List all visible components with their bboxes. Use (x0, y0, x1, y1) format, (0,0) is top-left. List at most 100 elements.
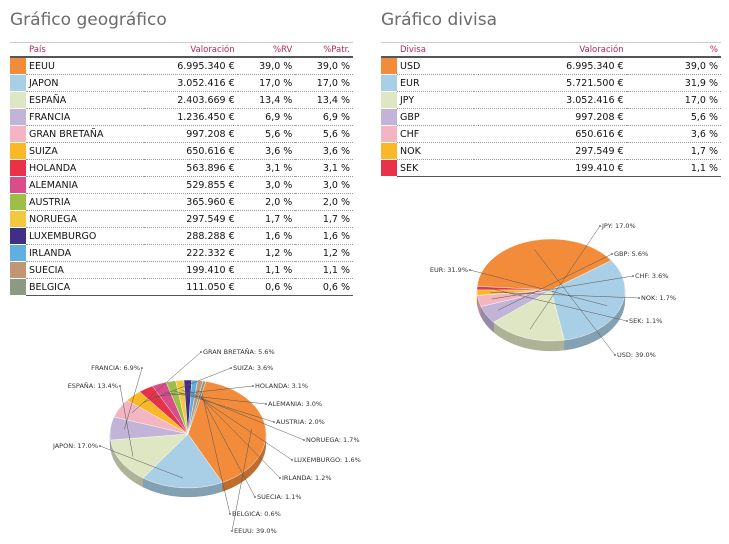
geo-cell-patr: 1,2 % (295, 244, 353, 262)
geo-color-swatch (10, 244, 26, 262)
geo-row: ESPAÑA 2.403.669 €13,4 % 13,4 % (10, 91, 353, 109)
cur-header-pct: % (626, 42, 721, 58)
pie-leader-dot (303, 439, 305, 441)
geo-row: AUSTRIA 365.960 €2,0 % 2,0 % (10, 193, 353, 211)
pie-data-label: CHF: 3.6% (635, 272, 668, 280)
geo-cell-value: 365.960 € (144, 193, 238, 211)
cur-row: CHF 650.616 €3,6 % (381, 125, 721, 143)
cur-cell-pct: 5,6 % (626, 108, 721, 126)
pie-slice (187, 380, 207, 435)
geo-cell-rv: 3,1 % (237, 159, 296, 177)
geo-cell-name: FRANCIA (26, 108, 145, 126)
pie-data-label: LUXEMBURGO: 1.6% (294, 456, 361, 464)
geo-cell-patr: 1,1 % (295, 261, 353, 279)
pie-leader-dot (632, 275, 634, 277)
pie-data-label: ESPAÑA: 13.4% (68, 381, 118, 390)
geo-cell-value: 650.616 € (144, 142, 238, 160)
pie-data-label: USD: 39.0% (617, 351, 656, 359)
geo-row: NORUEGA 297.549 €1,7 % 1,7 % (10, 210, 353, 228)
pie-data-label: EUR: 31.9% (430, 266, 468, 274)
geo-cell-name: AUSTRIA (26, 193, 145, 211)
geo-color-swatch (10, 142, 26, 160)
pie-leader-line (497, 253, 613, 311)
pie-slice (187, 381, 267, 483)
cur-cell-value: 297.549 € (473, 142, 627, 160)
pie-leader-dot (638, 297, 640, 299)
geo-header-value: Valoración (144, 42, 238, 58)
geo-cell-rv: 1,1 % (237, 261, 296, 279)
cur-table-header: Divisa Valoración % (381, 42, 721, 58)
pie-data-label: HOLANDA: 3.1% (255, 382, 308, 390)
geo-cell-patr: 5,6 % (295, 125, 353, 143)
cur-cell-pct: 17,0 % (626, 91, 721, 109)
geo-table-header: País Valoración %RV %Patr. (10, 42, 353, 58)
pie-leader-line (99, 445, 183, 479)
geo-cell-value: 111.050 € (144, 278, 238, 296)
geo-cell-patr: 0,6 % (295, 278, 353, 296)
pie-data-label: JPY: 17.0% (601, 222, 636, 230)
cur-color-swatch (381, 108, 397, 126)
pie-data-label: ALEMANIA: 3.0% (268, 400, 322, 408)
pie-leader-dot (273, 421, 275, 423)
cur-cell-pct: 1,7 % (626, 142, 721, 160)
geo-cell-name: IRLANDA (26, 244, 145, 262)
pie-leader-line (469, 269, 608, 306)
geo-cell-name: ALEMANIA (26, 176, 145, 194)
geo-cell-rv: 17,0 % (237, 74, 296, 92)
pie-leader-line (491, 275, 634, 300)
geo-color-swatch (10, 57, 26, 75)
geo-cell-value: 222.332 € (144, 244, 238, 262)
geo-header-country: País (26, 42, 145, 58)
pie-data-label: FRANCIA: 6.9% (91, 364, 140, 372)
pie-leader-dot (599, 225, 601, 227)
cur-cell-name: NOK (397, 142, 474, 160)
geo-cell-patr: 2,0 % (295, 193, 353, 211)
geo-header-rv: %RV (237, 42, 296, 58)
pie-leader-line (529, 225, 601, 330)
pie-leader-dot (265, 403, 267, 405)
geo-cell-name: HOLANDA (26, 159, 145, 177)
pie-slice (142, 433, 223, 489)
cur-cell-value: 3.052.416 € (473, 91, 627, 109)
geo-row: BELGICA 111.050 €0,6 % 0,6 % (10, 278, 353, 296)
geo-row: SUIZA 650.616 €3,6 % 3,6 % (10, 142, 353, 160)
pie-data-label: NOK: 1.7% (641, 294, 676, 302)
pie-leader-dot (626, 320, 628, 322)
geo-cell-value: 3.052.416 € (144, 74, 238, 92)
cur-color-swatch (381, 159, 397, 177)
geo-row: LUXEMBURGO 288.288 €1,6 % 1,6 % (10, 227, 353, 245)
geo-cell-rv: 6,9 % (237, 108, 296, 126)
pie-data-label: BELGICA: 0.6% (232, 510, 281, 518)
geo-cell-name: JAPON (26, 74, 145, 92)
cur-row: NOK 297.549 €1,7 % (381, 142, 721, 160)
pie-leader-dot (200, 351, 202, 353)
pie-slice (110, 433, 189, 479)
geo-cell-rv: 1,7 % (237, 210, 296, 228)
pie-leader-line (197, 390, 256, 498)
geo-color-swatch (10, 227, 26, 245)
geo-cell-value: 199.410 € (144, 261, 238, 279)
cur-cell-value: 997.208 € (473, 108, 627, 126)
pie-slice (476, 286, 552, 291)
cur-cell-name: EUR (397, 74, 474, 92)
pie-leader-dot (99, 445, 101, 447)
pie-leader-line (124, 367, 143, 430)
pie-data-label: EEUU: 39.0% (234, 527, 277, 535)
pie-leader-dot (469, 269, 471, 271)
geo-cell-value: 529.855 € (144, 176, 238, 194)
pie-leader-dot (254, 496, 256, 498)
cur-table: Divisa Valoración % USD 6.995.340 €39,0 %… (381, 42, 721, 177)
geo-cell-name: SUIZA (26, 142, 145, 160)
cur-cell-value: 5.721.500 € (473, 74, 627, 92)
pie-slice (476, 238, 612, 291)
pie-leader-line (164, 392, 267, 405)
geo-row: GRAN BRETAÑA 997.208 €5,6 % 5,6 % (10, 125, 353, 143)
pie-leader-dot (614, 354, 616, 356)
geo-cell-rv: 5,6 % (237, 125, 296, 143)
geo-cell-patr: 3,6 % (295, 142, 353, 160)
geo-color-swatch (10, 91, 26, 109)
cur-cell-value: 650.616 € (473, 125, 627, 143)
pie-leader-dot (252, 385, 254, 387)
pie-data-label: SUIZA: 3.6% (233, 364, 273, 372)
geo-color-swatch (10, 108, 26, 126)
